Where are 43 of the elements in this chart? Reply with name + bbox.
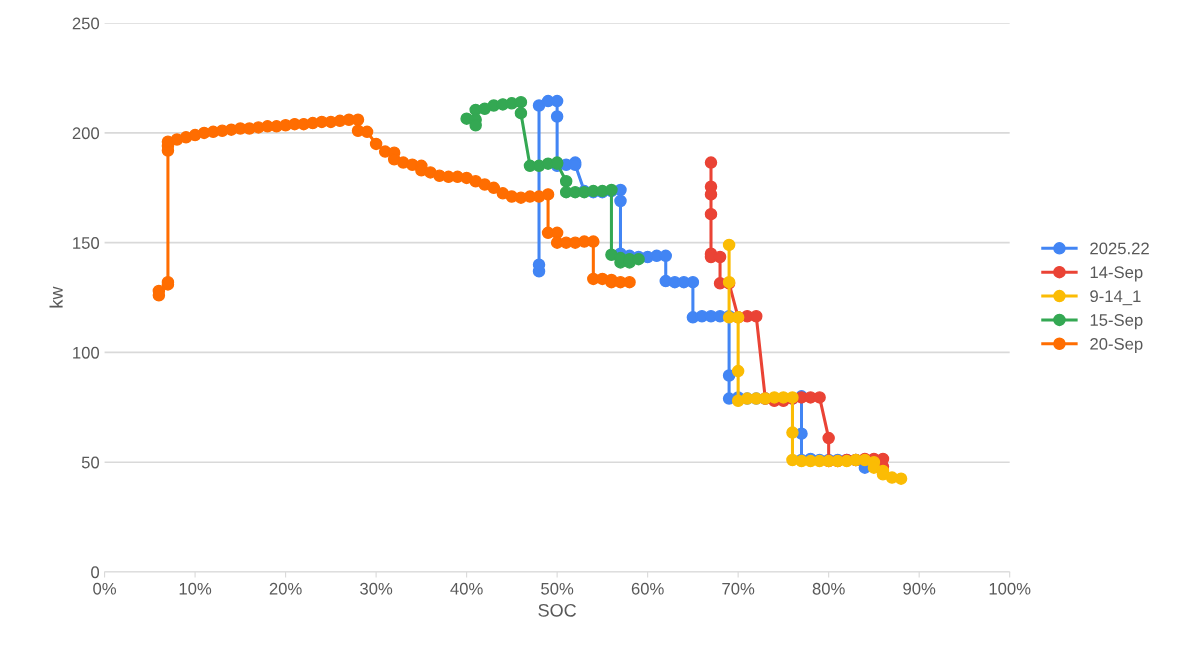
x-tick-label: 20% — [269, 582, 302, 595]
x-tick-label: 50% — [541, 582, 574, 595]
point — [731, 364, 745, 378]
x-tick-label: 60% — [631, 582, 664, 595]
x-tick-label: 100% — [989, 582, 1031, 595]
point — [713, 250, 727, 264]
y-tick-label: 250 — [72, 17, 100, 30]
y-tick-label: 100 — [73, 346, 100, 359]
x-tick-label: 0% — [93, 582, 117, 595]
x-tick-label: 30% — [360, 582, 393, 595]
point — [550, 94, 564, 108]
y-tick-label: 50 — [81, 456, 100, 469]
point — [559, 174, 573, 188]
y-tick-label: 0 — [91, 566, 100, 579]
point — [704, 207, 718, 221]
legend-label: 2025.22 — [1090, 242, 1149, 255]
x-tick-label: 90% — [903, 582, 936, 595]
x-tick-label: 70% — [722, 582, 755, 595]
point — [550, 110, 564, 123]
point — [686, 275, 700, 289]
point — [749, 309, 763, 323]
y-tick-label: 150 — [73, 237, 100, 249]
x-tick-label: 10% — [179, 582, 212, 595]
point — [704, 156, 718, 169]
legend-label: 14-Sep — [1090, 266, 1143, 282]
point — [786, 426, 799, 439]
point — [514, 95, 528, 109]
point — [722, 238, 736, 252]
point — [659, 249, 672, 263]
point — [704, 188, 718, 201]
legend-label: 9-14_1 — [1090, 290, 1141, 306]
legend-label: 20-Sep — [1090, 337, 1143, 354]
x-axis-title: SOC — [538, 603, 576, 617]
x-tick-label: 40% — [450, 582, 483, 595]
y-axis-title: kw — [49, 286, 63, 308]
x-tick-label: 80% — [812, 582, 845, 595]
legend-label: 15-Sep — [1090, 314, 1143, 330]
point — [894, 472, 908, 485]
point — [614, 194, 627, 208]
point — [514, 106, 528, 120]
point — [822, 431, 835, 445]
point — [532, 99, 546, 112]
y-tick-label: 200 — [72, 127, 100, 140]
